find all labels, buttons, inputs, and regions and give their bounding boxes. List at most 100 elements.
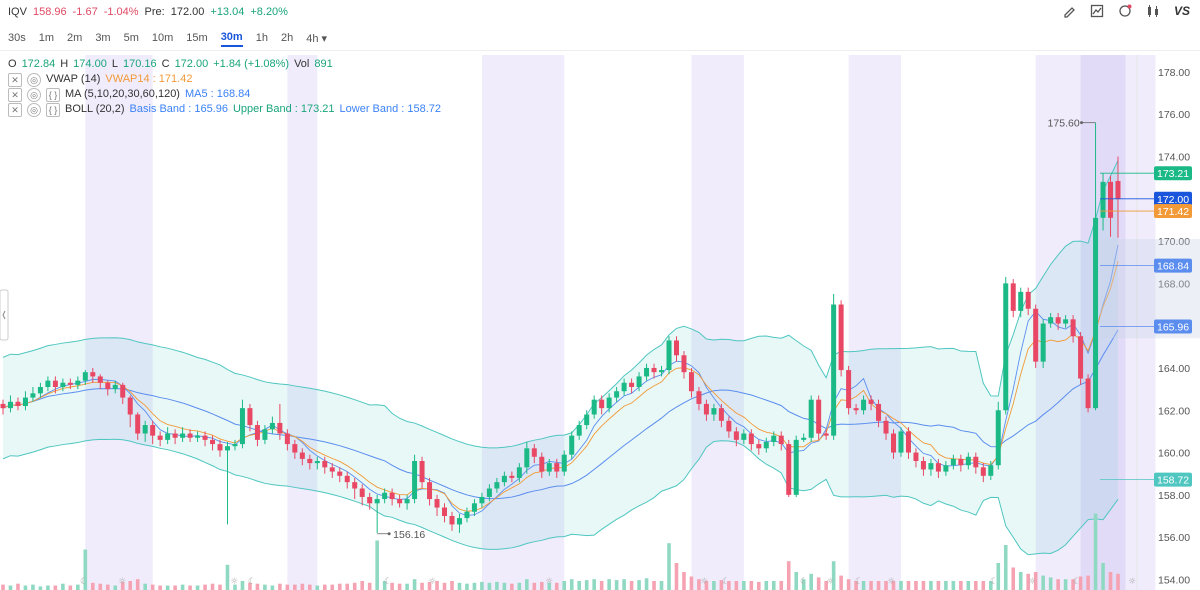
volume-bar — [233, 584, 237, 590]
volume-bar — [322, 584, 327, 590]
volume-bar — [457, 582, 462, 590]
candle-body — [382, 492, 388, 500]
candle-body — [82, 372, 88, 381]
candle-body — [254, 425, 260, 440]
volume-bar — [367, 582, 372, 590]
volume-bar — [248, 582, 252, 590]
settings-icon[interactable]: ◎ — [27, 87, 41, 102]
candle-body — [352, 482, 358, 489]
vwap-line — [2, 260, 1119, 512]
volume-bar — [839, 575, 843, 590]
moon-icon: ☾ — [800, 577, 808, 587]
code-braces-icon[interactable]: { } — [46, 87, 60, 102]
candle-body — [142, 425, 148, 434]
candle-body — [920, 461, 926, 470]
chart-type-icon[interactable] — [1090, 4, 1104, 18]
volume-bar — [285, 584, 290, 590]
candle-body — [464, 511, 470, 519]
open-label: O — [8, 58, 17, 70]
ma-name[interactable]: MA (5,10,20,30,60,120) — [65, 88, 180, 100]
volume-bar — [914, 581, 918, 590]
candle-body — [1033, 308, 1039, 362]
volume-bar — [487, 582, 492, 590]
candle-body — [202, 435, 208, 440]
candle-body — [449, 515, 455, 525]
volume-bar — [824, 581, 828, 590]
volume-bar — [180, 584, 185, 590]
candle-body — [150, 425, 156, 436]
timeframe-30s[interactable]: 30s — [8, 32, 26, 44]
timeframe-1m[interactable]: 1m — [38, 32, 55, 44]
candle-body — [7, 401, 13, 409]
volume-bar — [764, 581, 769, 590]
close-icon[interactable]: ✕ — [8, 102, 22, 117]
candle-body — [786, 444, 792, 495]
symbol-label[interactable]: IQV — [8, 6, 27, 18]
vwap-name[interactable]: VWAP (14) — [46, 73, 101, 85]
price-tag-box — [1154, 204, 1192, 219]
pencil-icon[interactable] — [1062, 4, 1076, 18]
boll-name[interactable]: BOLL (20,2) — [65, 103, 125, 115]
candle-body — [1078, 336, 1084, 379]
timeframe-4h[interactable]: 4h ▾ — [306, 32, 328, 45]
volume-bar — [547, 582, 552, 590]
volume-bar — [801, 579, 806, 590]
timeframe-10m[interactable]: 10m — [151, 32, 174, 44]
candle-body — [217, 444, 223, 451]
candle-body — [905, 431, 911, 453]
timeframe-3m[interactable]: 3m — [95, 32, 111, 44]
session-shade — [691, 55, 744, 590]
compare-vs-button[interactable]: VS — [1173, 4, 1190, 18]
timeframe-1h[interactable]: 1h — [255, 32, 268, 44]
candle-body — [696, 391, 702, 404]
y-tick-label: 160.00 — [1158, 448, 1190, 460]
candle-body — [135, 414, 141, 434]
volume-bar — [53, 585, 58, 590]
candle-body — [853, 408, 859, 411]
candle-body — [935, 463, 941, 472]
candles-icon[interactable] — [1146, 4, 1160, 18]
close-icon[interactable]: ✕ — [8, 72, 22, 87]
candle-body — [1100, 181, 1106, 218]
scroll-handle[interactable] — [0, 289, 9, 341]
candle-body — [1018, 291, 1024, 311]
timeframe-5m[interactable]: 5m — [123, 32, 139, 44]
boll-basis: Basis Band : 165.96 — [129, 103, 228, 115]
volume-bar — [23, 585, 28, 590]
settings-icon[interactable]: ◎ — [27, 72, 41, 87]
timeframe-30m[interactable]: 30m — [220, 29, 243, 47]
timeframe-15m[interactable]: 15m — [186, 32, 208, 44]
candle-body — [120, 384, 126, 398]
volume-bar — [128, 581, 133, 590]
candle-body — [195, 435, 201, 438]
timeframe-2m[interactable]: 2m — [67, 32, 83, 44]
price-tag-box — [1154, 191, 1192, 206]
candle-body — [344, 475, 350, 483]
candle-body — [412, 461, 418, 500]
candle-body — [793, 439, 799, 495]
price-tag: 171.42 — [1154, 204, 1192, 219]
code-braces-icon[interactable]: { } — [46, 102, 60, 117]
volume-bar — [412, 579, 417, 590]
volume-bar — [210, 583, 215, 590]
timeframe-2h[interactable]: 2h — [280, 32, 294, 44]
candle-body — [831, 304, 837, 436]
candle-body — [621, 382, 627, 392]
candle-body — [127, 397, 133, 415]
candle-body — [756, 444, 762, 449]
volume-bar — [757, 581, 761, 590]
candle-body — [374, 499, 380, 504]
volume-bar — [584, 580, 589, 590]
candle-body — [741, 433, 747, 440]
candle-body — [157, 435, 163, 440]
volume-bar — [195, 585, 200, 590]
candle-body — [539, 456, 545, 472]
bell-icon[interactable] — [1118, 4, 1132, 18]
candle-body — [1025, 291, 1031, 309]
volume-bar — [1033, 572, 1038, 590]
settings-icon[interactable]: ◎ — [27, 102, 41, 117]
y-tick-label: 156.00 — [1158, 532, 1190, 544]
high-label: H — [60, 58, 69, 70]
close-icon[interactable]: ✕ — [8, 87, 22, 102]
